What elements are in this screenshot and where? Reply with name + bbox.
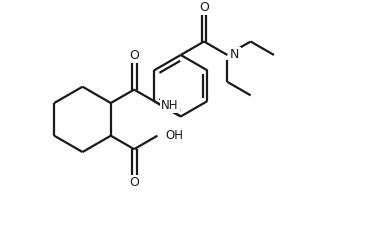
- Text: O: O: [129, 176, 139, 189]
- Text: OH: OH: [165, 129, 183, 142]
- Text: NH: NH: [161, 99, 179, 112]
- Text: O: O: [129, 50, 139, 62]
- Text: O: O: [199, 1, 209, 14]
- Text: N: N: [230, 48, 240, 60]
